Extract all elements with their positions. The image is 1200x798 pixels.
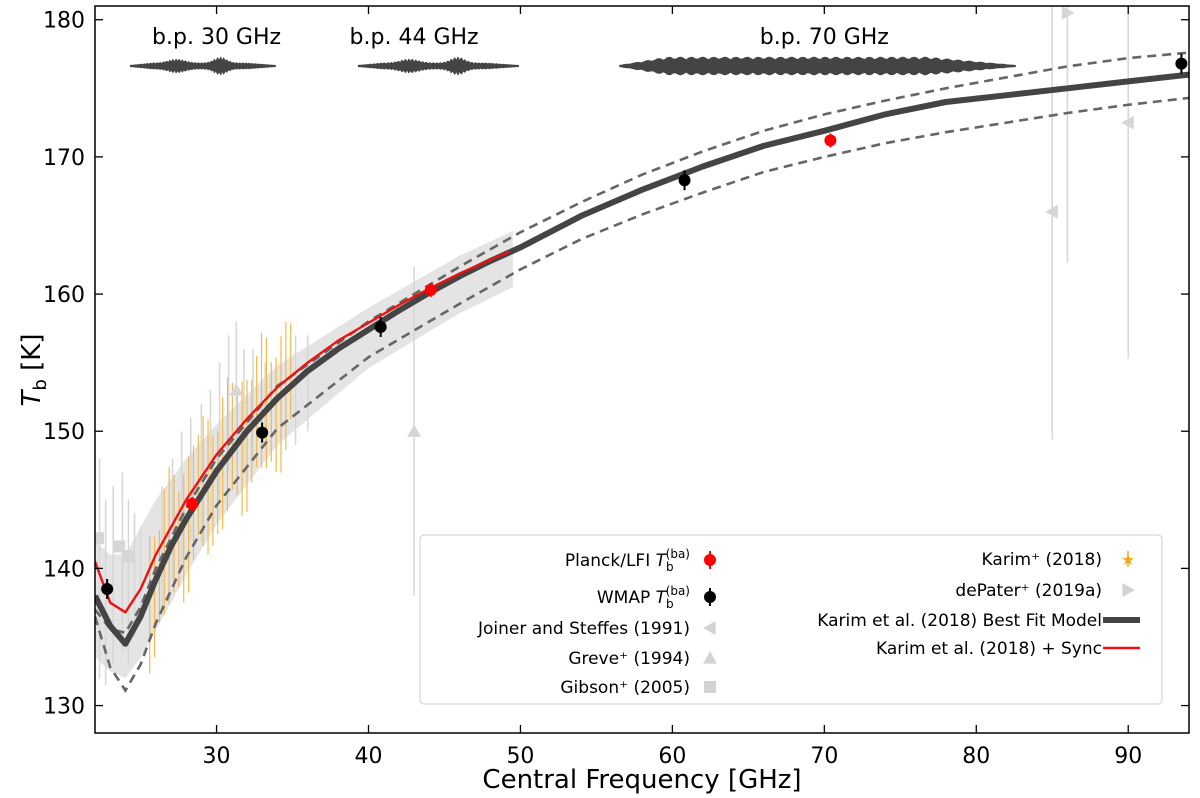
legend-label: Karim et al. (2018) + Sync [876,639,1102,659]
legend-label-symbol: T [656,588,668,608]
legend-marker [703,621,716,635]
legend-marker: ★ [1121,550,1135,569]
legend-label-superscript: (ba) [666,584,690,598]
y-tick-label: 130 [43,695,85,720]
y-tick-label: 160 [43,283,85,308]
joiner-point [1045,204,1058,219]
data-layer [95,6,1189,693]
legend-marker [703,651,717,664]
x-tick-label: 60 [658,744,686,769]
legend-label-symbol: T [656,551,668,571]
legend-marker [704,554,716,566]
legend-label: Karim et al. (2018) Best Fit Model [817,611,1102,631]
x-tick-label: 40 [355,744,383,769]
legend-label: Planck/LFI Tb(ba) [565,547,690,574]
y-axis-label-subscript: b [30,379,51,390]
gibson-point [122,550,135,563]
sync-line [95,250,511,614]
wmap-point [256,426,269,439]
legend-marker [704,681,716,693]
bandpass-label: b.p. 70 GHz [760,25,889,50]
legend-label: dePater⁺ (2019a) [955,581,1102,601]
gibson-point [95,532,105,545]
x-tick-label: 90 [1114,744,1142,769]
legend-label: Gibson⁺ (2005) [560,678,690,698]
gibson-point [113,540,126,553]
legend-label-superscript: (ba) [666,547,690,561]
legend: Planck/LFI Tb(ba)WMAP Tb(ba)Joiner and S… [419,534,1163,705]
x-tick-label: 70 [810,744,838,769]
y-tick-label: 140 [43,557,85,582]
greve-point [229,383,244,396]
y-tick-label: 150 [43,420,85,445]
depater-point [1061,6,1075,20]
planck-point [824,134,837,147]
bandpass-layer: b.p. 30 GHz b.p. 44 GHz b.p. 70 GHz [129,25,1016,76]
wmap-point [678,174,691,187]
x-axis-label: Central Frequency [GHz] [482,765,801,795]
joiner-point [1121,115,1134,130]
y-tick-label: 170 [43,146,85,171]
bandpass-label: b.p. 30 GHz [152,25,281,50]
legend-box [419,534,1163,705]
y-axis-label: Tb [K] [17,334,51,407]
legend-label-text: Planck/LFI [565,551,656,571]
bandpass-silhouette [619,56,1016,76]
greve-point [407,424,422,437]
legend-label-text: WMAP [597,588,656,608]
axis-layer: 30 40 50 60 70 80 90 130 140 150 160 170 180 [43,6,1189,769]
legend-label: WMAP Tb(ba) [597,584,690,611]
plot-frame [94,5,1190,734]
wmap-point [101,582,114,595]
upper-envelope-line [95,51,1189,635]
uncertainty-band [95,230,513,679]
legend-label: Joiner and Steffes (1991) [477,619,690,639]
lower-envelope-line [95,96,1189,693]
legend-marker [704,591,716,603]
wmap-point [374,320,387,333]
x-tick-label: 80 [962,744,990,769]
planck-point [186,497,199,510]
legend-label: Greve⁺ (1994) [568,649,690,669]
y-tick-label: 180 [43,9,85,34]
bandpass-silhouette [129,56,276,76]
x-tick-label: 30 [203,744,231,769]
legend-label: Karim⁺ (2018) [982,550,1102,570]
bandpass-label: b.p. 44 GHz [350,25,479,50]
x-tick-label: 50 [506,744,534,769]
legend-label-subscript: b [666,560,674,574]
legend-marker [1122,583,1135,597]
y-axis-label-unit: [K] [17,334,47,380]
planck-point [424,283,437,296]
bandpass-silhouette [357,56,519,76]
legend-label-subscript: b [666,597,674,611]
wmap-point [1175,57,1188,70]
y-axis-label-symbol: T [17,388,47,406]
